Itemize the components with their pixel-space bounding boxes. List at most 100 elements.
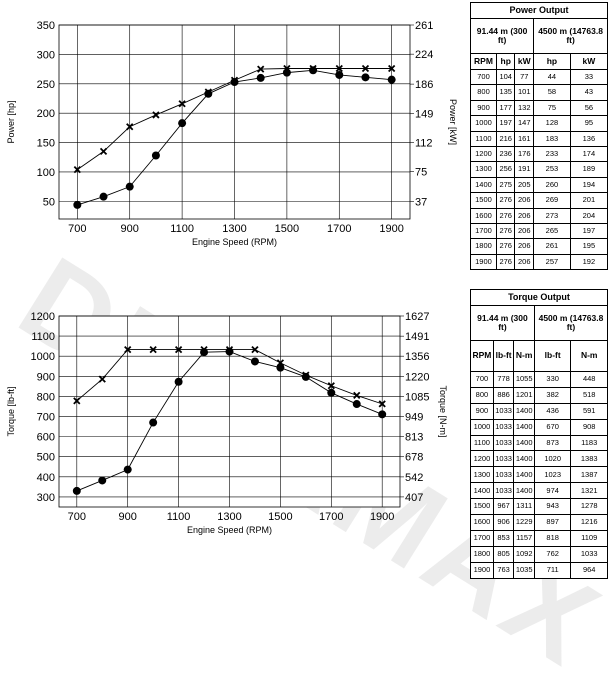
y2-tick-label: 813	[405, 432, 423, 444]
table-cell: 1033	[492, 418, 515, 436]
table-cell: 1000	[470, 418, 494, 436]
x-marker-point	[388, 64, 396, 73]
table-cell: 261	[533, 238, 571, 255]
table-cell: 1400	[470, 176, 497, 194]
column-header: kW	[514, 53, 535, 70]
y-tick-label: 100	[37, 167, 55, 179]
table-cell: 1500	[470, 498, 494, 516]
y-tick-label: 300	[37, 492, 55, 504]
marker-stroke	[335, 64, 343, 73]
marker-stroke	[174, 345, 183, 354]
table-cell: 101	[514, 84, 535, 101]
y-tick-label: 800	[37, 391, 55, 403]
table-title: Torque Output	[470, 289, 608, 306]
y-tick-label: 350	[37, 20, 55, 32]
table-cell: 58	[533, 84, 571, 101]
x-marker-point	[257, 65, 265, 73]
table-cell: 974	[533, 482, 572, 500]
x-tick-label: 1500	[268, 511, 292, 523]
y2-tick-label: 1085	[405, 391, 429, 403]
table-cell: 1300	[470, 161, 497, 178]
table-cell: 1100	[470, 130, 497, 147]
y2-tick-label: 949	[405, 412, 423, 424]
y2-tick-label: 1491	[405, 331, 429, 343]
table-row: 800 886 1201 382 518	[470, 386, 608, 404]
y-tick-label: 1200	[31, 311, 55, 323]
circle-marker-point	[335, 70, 344, 79]
table-cell: 1033	[492, 434, 515, 452]
table-cell: 700	[470, 68, 497, 86]
table-cell: 189	[569, 161, 609, 178]
x-marker-point	[353, 391, 361, 400]
table-cell: 275	[495, 176, 516, 194]
table-cell: 197	[569, 222, 609, 240]
table-row: 1300 256 191 253 189	[470, 161, 609, 178]
table-cell: 236	[495, 145, 516, 163]
x-axis-label: Engine Speed (RPM)	[192, 237, 277, 247]
marker-stroke	[353, 391, 361, 400]
table-cell: 233	[533, 145, 571, 163]
table-row: 1500 276 206 269 201	[470, 192, 609, 209]
table-cell: 206	[514, 192, 535, 209]
marker-stroke	[124, 345, 132, 354]
marker-stroke	[73, 397, 81, 405]
table-cell: 897	[533, 514, 572, 531]
table-cell: 1201	[513, 386, 535, 404]
y2-tick-label: 112	[415, 137, 433, 149]
x-tick-label: 1300	[222, 223, 246, 235]
table-cell: 1500	[470, 192, 497, 209]
table-cell: 147	[514, 115, 535, 132]
table-cell: 1033	[492, 466, 515, 484]
table-title: Power Output	[470, 2, 608, 19]
table-cell: 95	[569, 115, 609, 132]
table-cell: 1033	[492, 450, 515, 468]
column-header: RPM	[470, 53, 497, 70]
y-axis-label: Power [hp]	[6, 100, 16, 143]
y-tick-label: 1100	[31, 331, 55, 343]
circle-marker-point	[276, 363, 285, 372]
table-cell: 1700	[470, 529, 494, 547]
table-cell: 216	[495, 130, 516, 147]
table-cell: 77	[514, 68, 535, 86]
y-tick-label: 600	[37, 432, 55, 444]
table-cell: 206	[514, 253, 535, 271]
table-cell: 276	[495, 222, 516, 240]
table-cell: 1033	[492, 482, 515, 500]
column-header: lb-ft	[533, 340, 572, 372]
circle-marker-point	[378, 410, 387, 419]
x-tick-label: 1100	[170, 223, 194, 235]
table-cell: 1700	[470, 222, 497, 240]
table-cell: 873	[533, 434, 572, 452]
table-row: 700 778 1055 330 448	[470, 371, 608, 388]
table-row: 1100 216 161 183 136	[470, 130, 609, 147]
table-cell: 886	[492, 386, 515, 404]
y2-tick-label: 261	[415, 20, 433, 32]
table-cell: 330	[533, 371, 572, 388]
table-cell: 591	[570, 402, 608, 420]
y2-tick-label: 1356	[405, 351, 429, 363]
circle-marker-point	[225, 347, 234, 356]
x-marker-point	[327, 382, 335, 390]
table-cell: 1400	[513, 466, 535, 484]
marker-stroke	[257, 65, 265, 73]
table-cell: 800	[470, 386, 494, 404]
condition-low-altitude: 91.44 m (300 ft)	[469, 18, 535, 54]
y2-axis-label: Power [kW]	[448, 99, 458, 145]
table-cell: 1109	[570, 529, 608, 547]
table-cell: 1200	[470, 145, 497, 163]
table-cell: 518	[570, 386, 608, 404]
table-row: 1100 1033 1400 873 1183	[470, 434, 608, 452]
x-tick-label: 1900	[379, 223, 403, 235]
table-row: 800 135 101 58 43	[470, 84, 609, 101]
table-cell: 183	[533, 130, 571, 147]
condition-low-altitude: 91.44 m (300 ft)	[470, 305, 535, 341]
table-row: 1600 276 206 273 204	[470, 207, 609, 224]
table-row: 1400 275 205 260 194	[470, 176, 609, 194]
table-cell: 964	[570, 561, 608, 579]
table-cell: 900	[470, 402, 494, 420]
table-cell: 670	[533, 418, 572, 436]
table-cell: 276	[495, 192, 516, 209]
circle-marker-point	[151, 151, 160, 160]
y2-tick-label: 407	[405, 492, 423, 504]
circle-marker-point	[361, 73, 370, 82]
